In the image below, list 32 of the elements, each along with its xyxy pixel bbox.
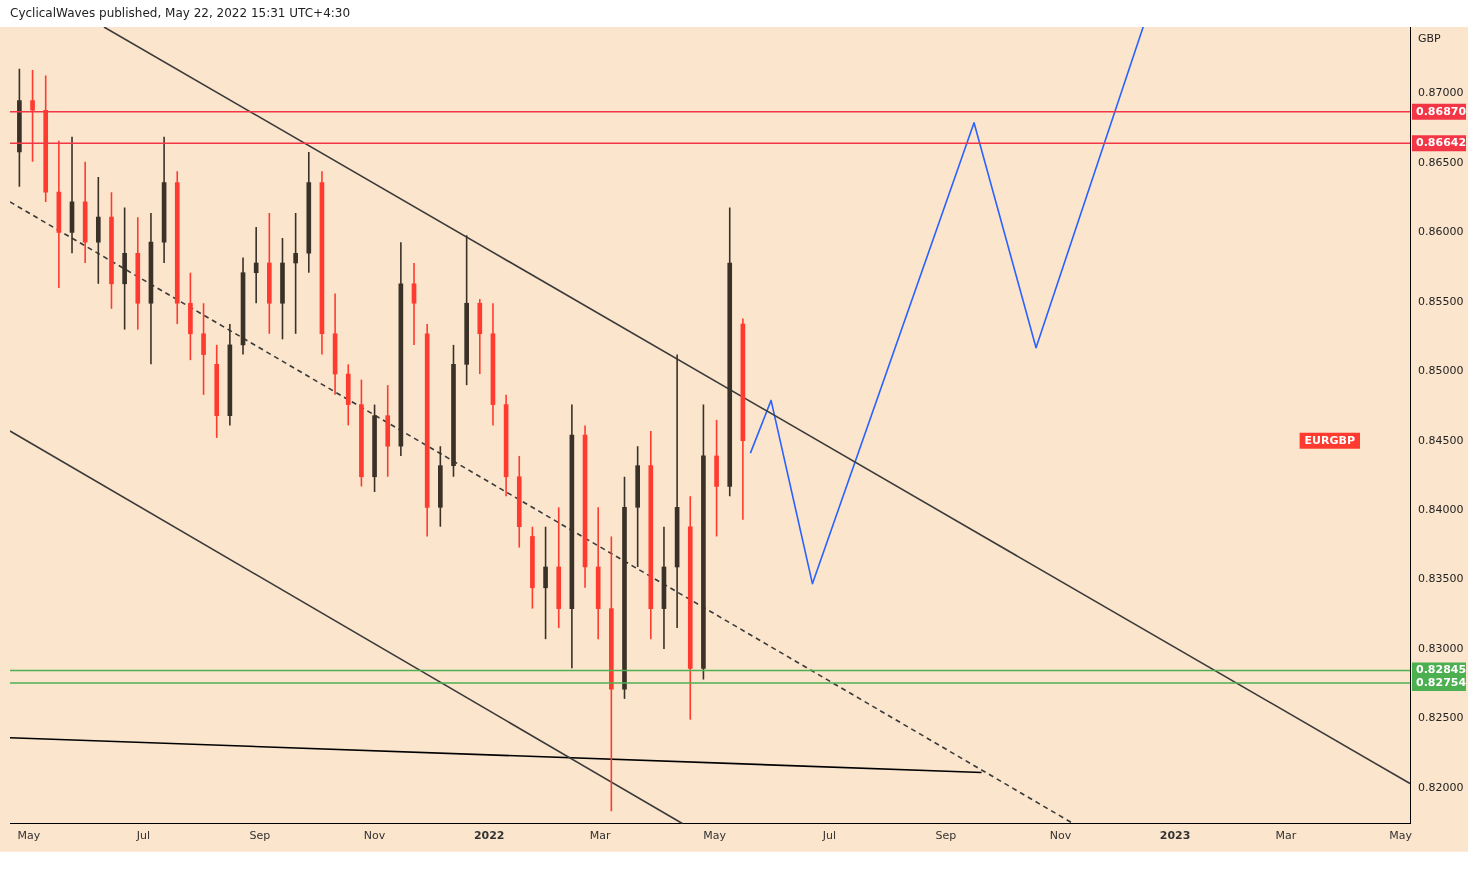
y-tick-label: 0.85000 <box>1418 364 1464 378</box>
candlestick <box>30 69 35 163</box>
x-tick-label: Nov <box>363 829 386 843</box>
y-tick-label: 0.85500 <box>1418 294 1464 308</box>
x-tick-label: May <box>1389 829 1413 843</box>
y-tick-label: 0.83500 <box>1418 572 1464 586</box>
y-tick-label: 0.83000 <box>1418 641 1464 655</box>
x-tick-label: 2023 <box>1159 829 1191 843</box>
y-tick-label: 0.82500 <box>1418 711 1464 725</box>
x-tick-label: 2022 <box>473 829 505 843</box>
x-tick-label: Sep <box>249 829 271 843</box>
y-tick-label: 0.87000 <box>1418 86 1464 100</box>
ref-line-label: 0.86642 <box>1416 136 1467 150</box>
ref-line-label: 0.86870 <box>1416 104 1467 118</box>
y-axis-title: GBP <box>1418 31 1442 45</box>
x-tick-label: Mar <box>589 829 611 843</box>
y-tick-label: 0.86000 <box>1418 225 1464 239</box>
ref-line-label: 0.82754 <box>1416 675 1467 689</box>
x-tick-label: May <box>17 829 41 843</box>
x-tick-label: Nov <box>1049 829 1072 843</box>
x-tick-label: Jul <box>821 829 836 843</box>
annotation: EURGBP <box>1304 433 1356 447</box>
x-tick-label: Sep <box>935 829 957 843</box>
y-tick-label: 0.86500 <box>1418 155 1464 169</box>
x-tick-label: Jul <box>135 829 151 843</box>
x-tick-label: Mar <box>1275 829 1297 843</box>
y-tick-label: 0.84000 <box>1418 502 1464 516</box>
ref-line-label: 0.82845 <box>1416 663 1467 677</box>
y-tick-label: 0.82000 <box>1418 780 1464 794</box>
y-tick-label: 0.84500 <box>1418 433 1464 447</box>
x-tick-label: May <box>703 829 727 843</box>
chart-title: CyclicalWaves published, May 22, 2022 15:31 UTC+4:30 <box>10 6 351 20</box>
